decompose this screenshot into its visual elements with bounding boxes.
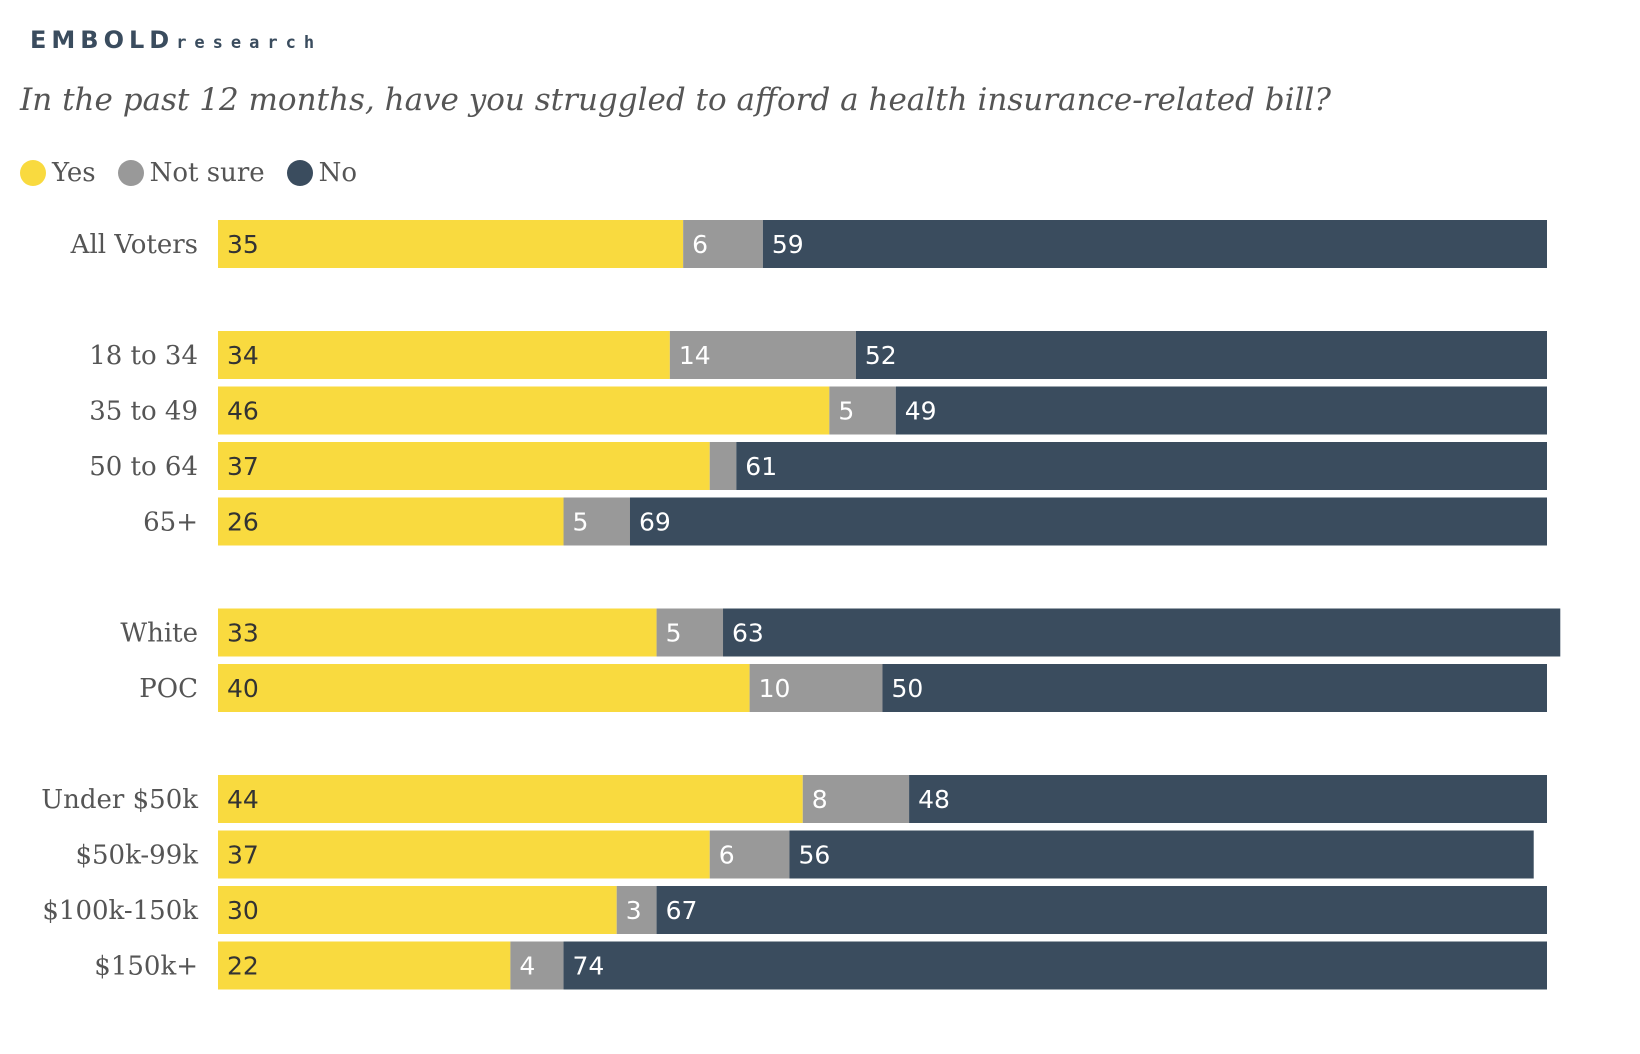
brand-subtitle: research xyxy=(176,33,323,53)
data-label-no-150k: 74 xyxy=(573,952,605,981)
data-label-not-sure-65: 5 xyxy=(573,508,589,537)
data-label-not-sure-white: 5 xyxy=(666,619,682,648)
legend-swatch-yes xyxy=(20,160,46,186)
bar-segment-no-35-to-49 xyxy=(895,386,1547,435)
bar-segment-yes-150k xyxy=(218,941,511,990)
category-label-50-to-64: 50 to 64 xyxy=(89,452,198,482)
legend-label-yes: Yes xyxy=(52,158,96,188)
bar-segment-not-sure-under-50k xyxy=(802,775,910,823)
data-label-yes-50-to-64: 37 xyxy=(227,452,259,481)
bar-segment-yes-65 xyxy=(218,497,564,546)
bar-segment-no-poc xyxy=(882,664,1547,712)
data-label-yes-35-to-49: 46 xyxy=(227,397,259,426)
data-label-no-65: 69 xyxy=(639,508,671,537)
bar-segment-not-sure-poc xyxy=(749,664,883,712)
bar-segment-no-50k-99k xyxy=(789,830,1534,879)
bar-segment-no-50-to-64 xyxy=(736,442,1547,490)
data-label-yes-18-to-34: 34 xyxy=(227,341,259,370)
bar-segment-yes-all-voters xyxy=(218,220,684,268)
legend-label-not-sure: Not sure xyxy=(149,158,265,188)
data-label-not-sure-18-to-34: 14 xyxy=(679,341,711,370)
bar-segment-not-sure-all-voters xyxy=(683,220,763,268)
category-label-35-to-49: 35 to 49 xyxy=(89,397,198,427)
bar-segment-yes-under-50k xyxy=(218,775,803,823)
bar-segment-yes-50-to-64 xyxy=(218,442,710,490)
data-label-not-sure-under-50k: 8 xyxy=(812,785,828,814)
data-label-not-sure-poc: 10 xyxy=(759,674,791,703)
data-label-not-sure-100k-150k: 3 xyxy=(626,896,642,925)
bar-segment-no-65 xyxy=(629,497,1547,546)
data-label-yes-poc: 40 xyxy=(227,674,259,703)
brand-name: EMBOLD xyxy=(30,26,175,54)
chart-title: In the past 12 months, have you struggle… xyxy=(20,82,1331,118)
chart-legend: Yes Not sure No xyxy=(20,158,379,188)
bar-segment-not-sure-150k xyxy=(510,941,564,990)
data-label-no-50k-99k: 56 xyxy=(798,841,830,870)
bar-segment-no-all-voters xyxy=(762,220,1547,268)
legend-item-yes: Yes xyxy=(20,158,96,188)
data-label-yes-50k-99k: 37 xyxy=(227,841,259,870)
bar-segment-not-sure-50-to-64 xyxy=(709,442,737,490)
data-label-no-white: 63 xyxy=(732,619,764,648)
legend-label-no: No xyxy=(318,158,358,188)
bar-segment-not-sure-35-to-49 xyxy=(829,386,896,435)
bar-segment-not-sure-50k-99k xyxy=(709,830,790,879)
category-label-all-voters: All Voters xyxy=(70,230,198,260)
legend-swatch-no xyxy=(286,160,313,186)
bar-segment-yes-poc xyxy=(218,664,750,712)
legend-item-no: No xyxy=(286,158,358,188)
bar-segment-not-sure-100k-150k xyxy=(616,886,657,934)
bar-segment-yes-35-to-49 xyxy=(218,386,830,435)
data-label-yes-under-50k: 44 xyxy=(227,785,259,814)
category-label-100k-150k: $100k-150k xyxy=(42,896,198,926)
data-label-yes-65: 26 xyxy=(227,508,259,537)
bar-segment-not-sure-65 xyxy=(563,497,630,546)
bar-segment-no-white xyxy=(723,608,1561,657)
data-label-no-poc: 50 xyxy=(892,674,924,703)
data-label-yes-150k: 22 xyxy=(227,952,259,981)
data-label-not-sure-35-to-49: 5 xyxy=(838,397,854,426)
category-label-50k-99k: $50k-99k xyxy=(75,841,198,871)
category-label-under-50k: Under $50k xyxy=(41,785,198,815)
category-label-18-to-34: 18 to 34 xyxy=(89,341,198,371)
bar-segment-no-18-to-34 xyxy=(855,331,1547,379)
data-label-no-100k-150k: 67 xyxy=(666,896,698,925)
bar-segment-no-150k xyxy=(563,941,1547,990)
brand-logo: EMBOLD research xyxy=(30,26,322,60)
data-label-yes-all-voters: 35 xyxy=(227,230,259,259)
data-label-yes-white: 33 xyxy=(227,619,259,648)
data-label-no-18-to-34: 52 xyxy=(865,341,897,370)
data-label-no-under-50k: 48 xyxy=(918,785,950,814)
bar-segment-no-100k-150k xyxy=(656,886,1547,934)
bar-segment-yes-50k-99k xyxy=(218,830,710,879)
data-label-no-50-to-64: 61 xyxy=(745,452,777,481)
category-label-white: White xyxy=(120,619,198,649)
bar-segment-yes-white xyxy=(218,608,657,657)
legend-swatch-not-sure xyxy=(117,160,144,186)
bar-segment-yes-18-to-34 xyxy=(218,331,670,379)
category-label-150k: $150k+ xyxy=(94,952,198,982)
data-label-no-35-to-49: 49 xyxy=(905,397,937,426)
category-label-poc: POC xyxy=(139,674,198,704)
bar-segment-not-sure-white xyxy=(656,608,724,657)
legend-item-not-sure: Not sure xyxy=(117,158,265,188)
data-label-not-sure-all-voters: 6 xyxy=(692,230,708,259)
category-label-65: 65+ xyxy=(143,508,198,538)
data-label-yes-100k-150k: 30 xyxy=(227,896,259,925)
bar-segment-yes-100k-150k xyxy=(218,886,617,934)
bar-segment-not-sure-18-to-34 xyxy=(669,331,856,379)
data-label-not-sure-50k-99k: 6 xyxy=(719,841,735,870)
bar-segment-no-under-50k xyxy=(909,775,1547,823)
data-label-not-sure-150k: 4 xyxy=(519,952,535,981)
data-label-no-all-voters: 59 xyxy=(772,230,804,259)
